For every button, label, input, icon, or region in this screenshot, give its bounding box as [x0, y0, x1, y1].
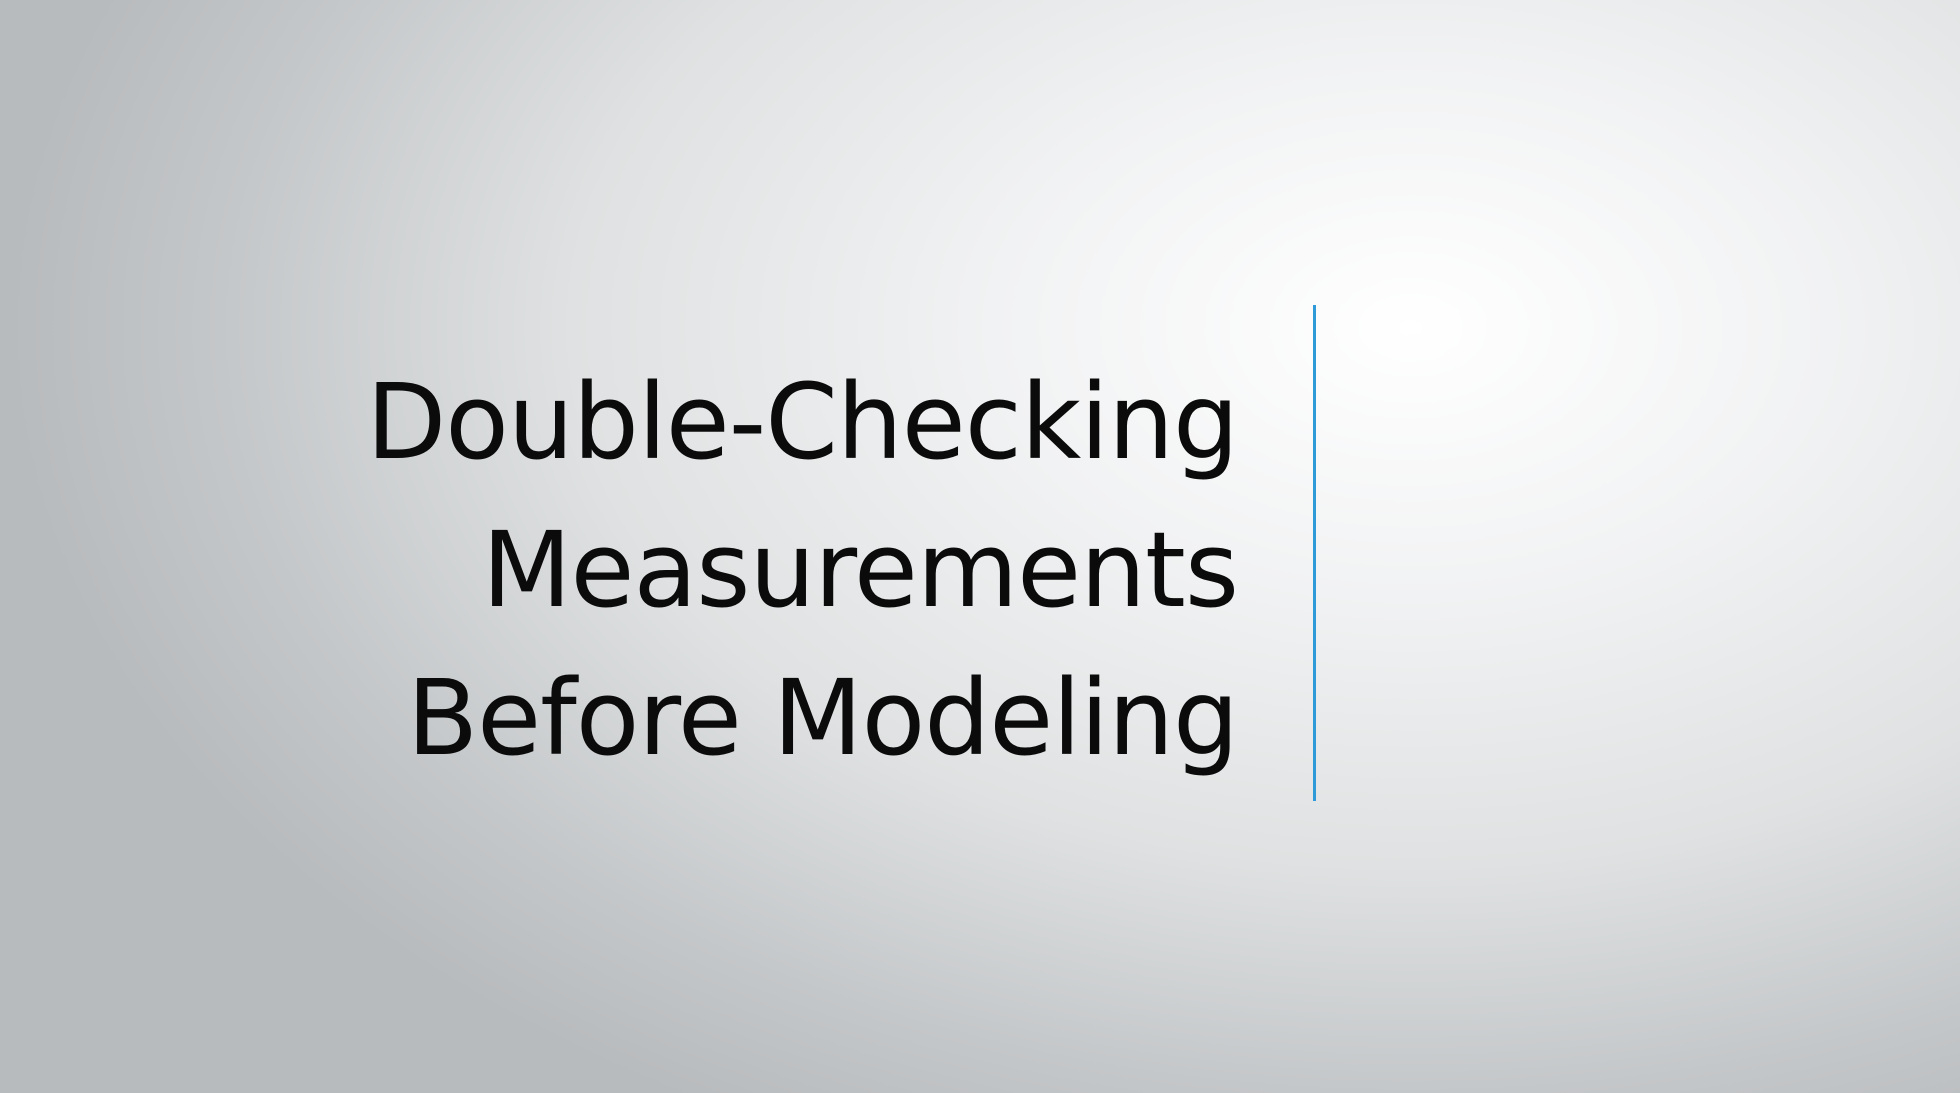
slide-title: Double-Checking Measurements Before Mode… — [138, 348, 1239, 792]
title-line-3: Before Modeling — [406, 657, 1239, 779]
title-line-1: Double-Checking — [366, 361, 1239, 483]
accent-divider — [1313, 305, 1316, 801]
title-line-2: Measurements — [481, 509, 1239, 631]
